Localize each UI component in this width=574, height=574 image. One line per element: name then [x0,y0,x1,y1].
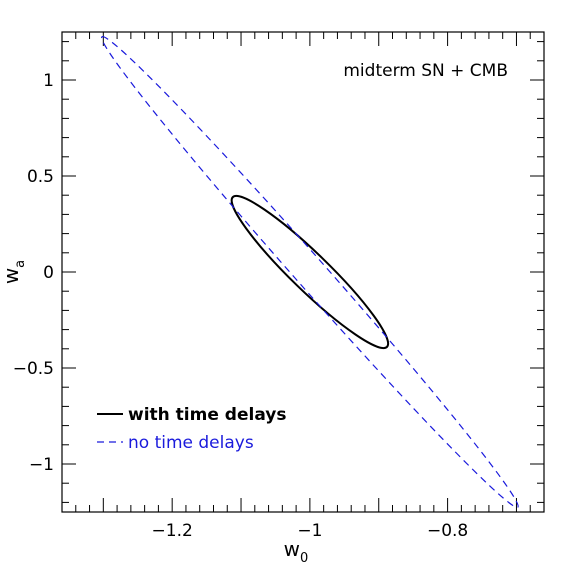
y-tick-label: 0.5 [27,167,54,187]
y-tick-label: 1 [43,71,54,91]
legend-label-no-time-delays: no time delays [128,433,254,453]
x-tick-label: −1 [297,521,322,541]
contours [101,35,519,509]
x-axis-label-sub: 0 [300,551,308,566]
y-tick-label: −1 [29,455,54,475]
x-axis-label: w0 [284,537,309,566]
legend: with time delays no time delays [97,405,286,453]
y-axis-label-main: w [0,268,23,284]
y-tick-label: 0 [43,263,54,283]
axis-ticks [61,32,545,512]
x-axis-label-main: w [284,537,300,561]
legend-label-with-time-delays: with time delays [128,405,286,425]
y-tick-label: −0.5 [13,359,54,379]
contour-with-time-delays [230,194,390,350]
plot-frame [61,31,545,513]
y-axis-label: wa [0,260,28,284]
tick-labels: −1.2 −1 −0.8 −1 −0.5 0 0.5 1 [13,71,469,541]
contour-no-time-delays [101,35,519,509]
annotation-text: midterm SN + CMB [343,61,508,81]
y-axis-label-sub: a [13,260,28,268]
x-tick-label: −0.8 [427,521,468,541]
x-tick-label: −1.2 [152,521,193,541]
